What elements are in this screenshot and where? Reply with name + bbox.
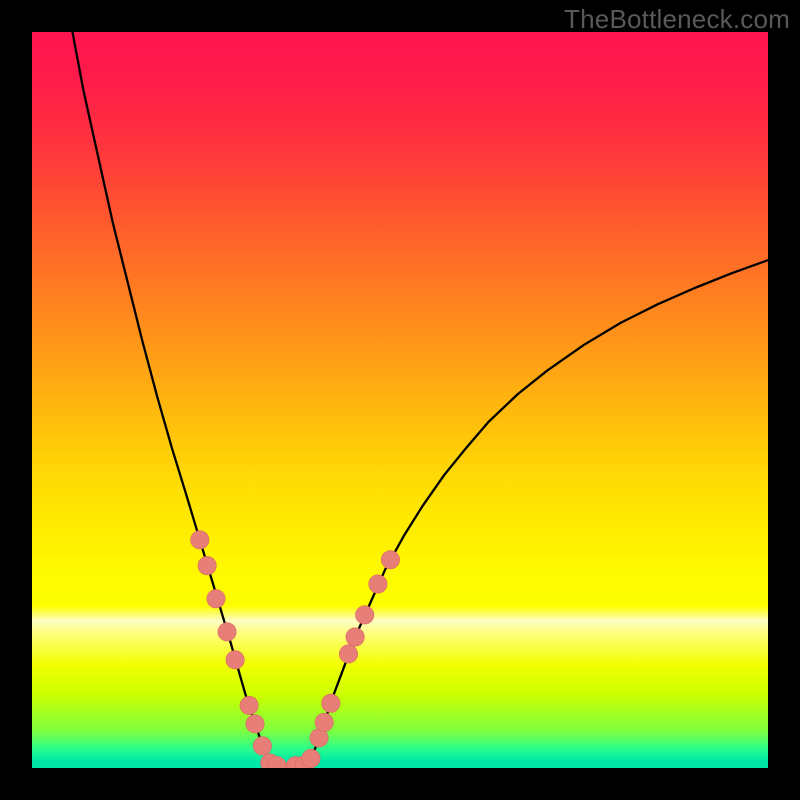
watermark-label: TheBottleneck.com [564,4,790,35]
plot-area [32,32,768,768]
data-marker [207,590,225,608]
data-marker [381,551,399,569]
data-marker [191,531,209,549]
chart-svg [32,32,768,768]
data-marker [339,645,357,663]
chart-frame: TheBottleneck.com [0,0,800,800]
data-marker [346,628,364,646]
data-marker [315,713,333,731]
data-marker [218,623,236,641]
data-marker [322,694,340,712]
data-marker [226,651,244,669]
data-marker [302,749,320,767]
data-marker [253,737,271,755]
data-marker [198,556,216,574]
data-marker [355,606,373,624]
data-marker [369,575,387,593]
data-marker [240,696,258,714]
chart-background [32,32,768,768]
data-marker [246,715,264,733]
